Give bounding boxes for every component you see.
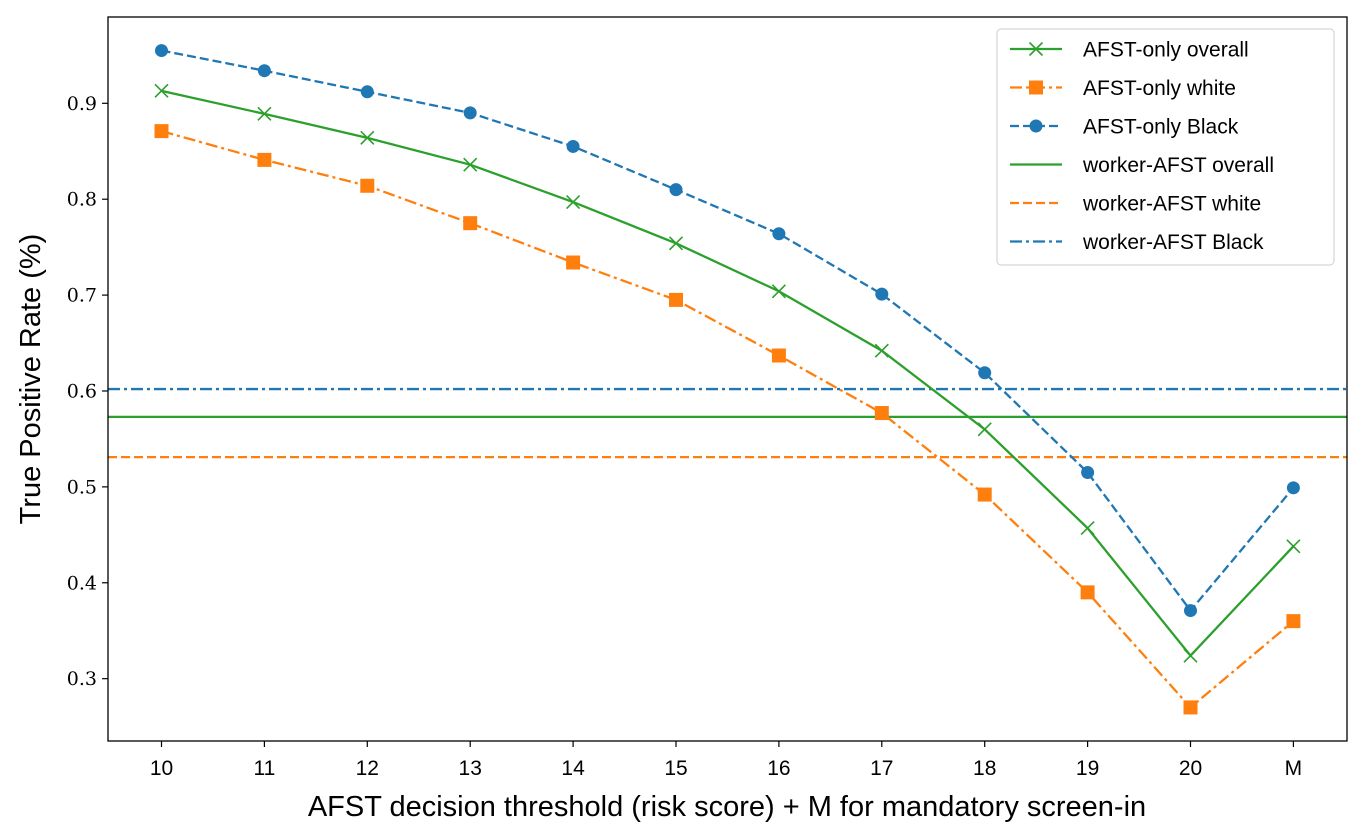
legend-label: AFST-only Black: [1083, 116, 1239, 139]
legend: AFST-only overall AFST-only white AFST-onl…: [996, 28, 1335, 266]
legend-item-worker-afst-black: worker-AFST Black: [1010, 231, 1264, 254]
data-point: [1080, 521, 1095, 536]
legend-item-worker-afst-white: worker-AFST white: [1010, 193, 1261, 216]
data-point: [771, 284, 786, 299]
legend-label: worker-AFST Black: [1082, 231, 1264, 254]
x-tick-label: 13: [459, 757, 482, 780]
data-point: [1081, 465, 1095, 479]
x-tick-label: 17: [870, 757, 893, 780]
afst-only-white-line: [161, 130, 1295, 710]
y-tick-label: 0.4: [67, 572, 97, 594]
data-point: [1286, 481, 1300, 495]
data-point: [1286, 539, 1301, 554]
afst-only-black-line: [161, 49, 1295, 613]
afst-only-white-series: [154, 124, 1301, 715]
x-tick-label: 15: [664, 757, 687, 780]
legend-marker: [1029, 119, 1043, 133]
x-tick-label: 11: [253, 757, 275, 780]
x-tick-label: 10: [150, 757, 173, 780]
x-tick-label: 14: [561, 757, 585, 780]
legend-marker: [1029, 80, 1043, 95]
x-axis-title: AFST decision threshold (risk score) + M…: [308, 791, 1146, 823]
data-point: [772, 227, 786, 241]
y-tick-label: 0.3: [67, 668, 97, 690]
data-point: [668, 236, 684, 251]
data-point: [1080, 585, 1095, 600]
data-point: [257, 64, 271, 78]
legend-label: AFST-only overall: [1083, 39, 1249, 62]
data-point: [360, 178, 375, 193]
legend-item-afst-only-white: AFST-only white: [1010, 77, 1236, 100]
x-axis: 10 11 12 13 14 15 16 17 18 19 20 M: [150, 741, 1302, 780]
y-axis-title: True Positive Rate (%): [15, 234, 47, 525]
y-tick-label: 0.9: [67, 93, 97, 115]
data-point: [154, 83, 169, 98]
y-tick-label: 0.8: [67, 189, 97, 211]
data-point: [1183, 700, 1198, 715]
afst-only-overall-line: [161, 89, 1295, 658]
data-point: [360, 130, 375, 145]
legend-marker: [1028, 41, 1044, 57]
data-point: [875, 287, 889, 301]
data-point: [566, 255, 581, 270]
x-tick-label: 19: [1076, 757, 1099, 780]
data-point: [977, 422, 992, 437]
x-tick-label: 12: [356, 757, 379, 780]
data-point: [669, 292, 683, 307]
data-point: [463, 106, 477, 120]
legend-box: [996, 28, 1335, 266]
legend-label: AFST-only white: [1083, 77, 1236, 100]
data-point: [1184, 604, 1197, 618]
data-point: [1286, 614, 1301, 629]
data-point: [874, 343, 889, 358]
y-tick-label: 0.6: [67, 380, 97, 402]
x-tick-label: M: [1285, 757, 1303, 780]
y-tick-label: 0.5: [67, 476, 97, 498]
plot-frame: [107, 16, 1348, 742]
y-axis: 0.3 0.4 0.5 0.6 0.7 0.8 0.9: [67, 93, 108, 690]
data-point: [463, 216, 478, 231]
data-point: [1183, 648, 1198, 663]
afst-only-black-series: [155, 44, 1300, 618]
data-point: [669, 183, 683, 197]
data-point: [360, 85, 374, 99]
data-point: [566, 195, 581, 210]
series-lines: [154, 44, 1301, 715]
legend-item-afst-only-overall: AFST-only overall: [1010, 39, 1249, 62]
x-tick-label: 20: [1179, 757, 1202, 780]
reference-lines: [108, 387, 1347, 459]
data-point: [257, 106, 272, 121]
data-point: [155, 44, 168, 58]
legend-label: worker-AFST white: [1082, 193, 1261, 216]
data-point: [771, 348, 786, 363]
legend-item-afst-only-black: AFST-only Black: [1010, 116, 1239, 139]
data-point: [566, 139, 580, 153]
data-point: [463, 157, 478, 172]
x-tick-label: 18: [973, 757, 996, 780]
y-tick-label: 0.7: [67, 285, 97, 307]
afst-only-overall-series: [154, 83, 1301, 663]
legend-item-worker-afst-overall: worker-AFST overall: [1010, 154, 1274, 177]
data-point: [874, 406, 889, 421]
data-point: [154, 124, 169, 139]
data-point: [978, 366, 992, 380]
data-point: [257, 152, 272, 167]
x-tick-label: 16: [767, 757, 790, 780]
data-point: [977, 487, 992, 502]
legend-label: worker-AFST overall: [1082, 154, 1274, 177]
